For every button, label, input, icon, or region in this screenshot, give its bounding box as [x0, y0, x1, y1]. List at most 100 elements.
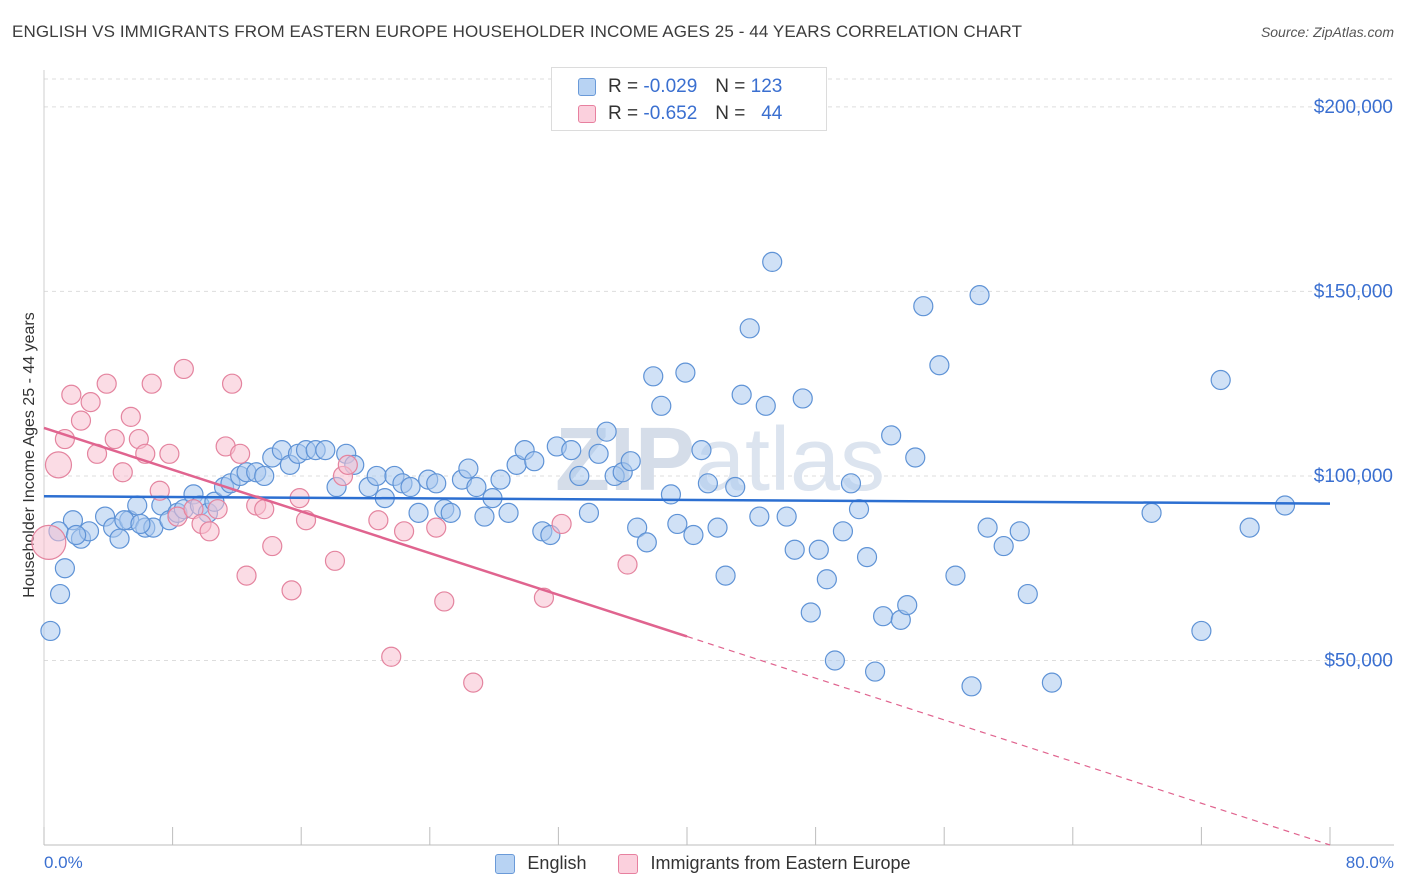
y-tick-label: $100,000: [1314, 466, 1393, 487]
english-point: [498, 502, 519, 523]
immigrant-point: [533, 587, 555, 608]
english-point: [1239, 517, 1260, 538]
legend-label-english: English: [527, 853, 587, 873]
english-point: [636, 532, 657, 553]
english-point: [1210, 369, 1231, 391]
english-point: [707, 517, 728, 538]
trend-lines: [43, 426, 1331, 846]
english-point: [749, 506, 770, 527]
immigrant-point: [207, 499, 228, 520]
y-tick-label: $150,000: [1314, 281, 1393, 302]
immigrant-point: [551, 513, 572, 535]
immigrant-point: [281, 580, 302, 601]
immigrant-point: [149, 480, 170, 501]
english-point: [675, 362, 696, 383]
english-point: [1274, 495, 1296, 516]
english-point: [762, 251, 783, 273]
immigrant-point: [96, 373, 117, 394]
x-tick-label-min: 0.0%: [44, 853, 83, 872]
source-label: Source: ZipAtlas.com: [1260, 24, 1394, 40]
english-point: [697, 473, 718, 494]
immigrant-point: [324, 550, 346, 571]
english-point: [725, 476, 746, 498]
immigrant-point: [381, 646, 402, 667]
english-point: [643, 366, 664, 387]
immigrant-point: [173, 358, 194, 380]
legend-item-immigrants[interactable]: Immigrants from Eastern Europe: [618, 853, 911, 874]
y-tick-label: $50,000: [1324, 650, 1393, 671]
english-point: [977, 517, 998, 538]
immigrant-point: [463, 672, 484, 693]
english-point: [366, 465, 387, 487]
english-point: [627, 517, 648, 538]
english-point: [739, 318, 760, 339]
english-point: [945, 565, 966, 586]
legend-swatch-immigrants: [578, 105, 596, 123]
legend-n-label: N =: [715, 103, 746, 124]
english-point: [808, 539, 829, 560]
english-point: [969, 285, 990, 306]
immigrant-point: [393, 521, 415, 542]
english-point: [474, 506, 495, 527]
immigrant-point: [221, 373, 243, 394]
english-point: [905, 447, 926, 468]
english-point: [800, 602, 821, 623]
english-point: [755, 395, 776, 416]
english-point: [873, 606, 894, 627]
english-point: [426, 473, 447, 494]
immigrant-point: [230, 443, 251, 464]
english-point: [49, 583, 71, 605]
english-point: [127, 495, 148, 516]
english-point: [130, 513, 151, 535]
english-point: [816, 569, 837, 590]
english-point: [561, 440, 582, 461]
legend-swatch-english: [495, 853, 516, 874]
legend-r-label: R =: [608, 76, 639, 97]
english-point: [667, 513, 688, 535]
english-point: [913, 296, 934, 317]
english-point: [524, 451, 545, 472]
legend-row-immigrants: R = -0.652 N = 44: [578, 103, 782, 125]
english-point: [832, 521, 854, 542]
immigrant-point: [31, 524, 67, 560]
english-point: [784, 539, 805, 560]
immigrant-trend-line: [43, 426, 688, 638]
series-legend: English Immigrants from Eastern Europe: [0, 853, 1406, 874]
immigrant-point: [141, 373, 162, 394]
legend-r-label: R =: [608, 103, 639, 124]
english-point: [824, 650, 845, 671]
immigrant-point: [61, 384, 82, 405]
immigrant-point: [104, 428, 125, 450]
english-point: [864, 661, 886, 682]
english-point: [54, 558, 75, 579]
immigrant-point: [199, 521, 220, 542]
english-point: [620, 451, 641, 472]
english-point: [440, 502, 461, 523]
y-tick-labels: $50,000 $100,000 $150,000 $200,000: [1314, 97, 1393, 672]
legend-swatch-immigrants: [618, 853, 639, 874]
english-point: [254, 465, 275, 487]
english-point: [840, 473, 862, 494]
english-point: [929, 355, 950, 376]
immigrant-point: [617, 554, 638, 575]
english-point: [1191, 620, 1212, 642]
english-point: [1141, 502, 1162, 523]
immigrant-point: [80, 392, 101, 413]
legend-n-value: 44: [761, 103, 783, 124]
immigrant-points: [31, 358, 638, 693]
immigrant-point: [262, 535, 283, 557]
legend-r-value: -0.652: [643, 103, 698, 124]
x-tick-label-max: 80.0%: [1345, 853, 1394, 872]
legend-row-english: R = -0.029 N = 123: [578, 76, 782, 98]
english-point: [315, 440, 336, 461]
legend-item-english[interactable]: English: [495, 853, 586, 874]
immigrant-point: [337, 454, 358, 475]
english-point: [588, 443, 609, 464]
chart-title: ENGLISH VS IMMIGRANTS FROM EASTERN EUROP…: [12, 22, 1023, 41]
english-point: [856, 547, 878, 568]
immigrant-point: [159, 443, 180, 464]
immigrant-point: [120, 406, 141, 428]
english-point: [1017, 583, 1038, 605]
english-point: [691, 440, 712, 461]
immigrant-point: [236, 565, 257, 586]
